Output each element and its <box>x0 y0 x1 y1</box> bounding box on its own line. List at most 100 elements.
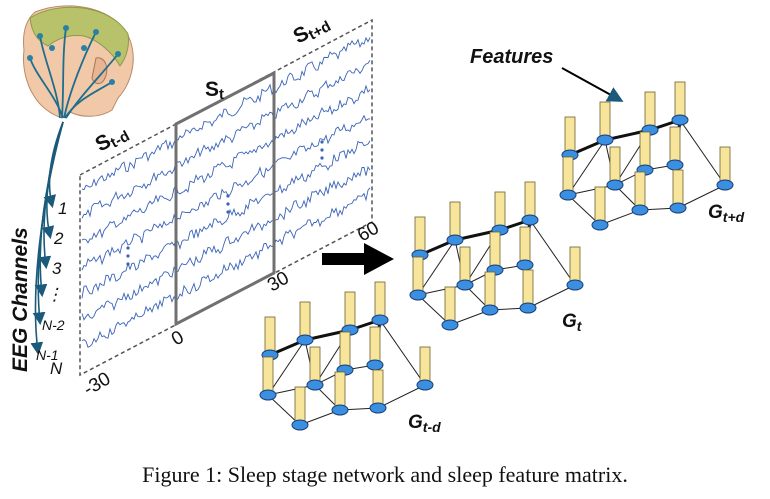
graph-node <box>716 179 734 191</box>
feature-bar <box>444 286 456 326</box>
eeg-trace <box>81 140 371 299</box>
graph-node <box>631 204 649 216</box>
feature-bar <box>369 326 381 366</box>
ear-shape <box>91 57 108 85</box>
time-tick-0: 0 <box>168 327 188 350</box>
feature-bar <box>264 316 276 356</box>
eeg-channels-label: EEG Channels <box>9 227 32 372</box>
graph-node <box>371 314 389 326</box>
graph-node <box>296 334 314 346</box>
feature-bar <box>309 346 321 386</box>
eeg-trace <box>81 36 371 191</box>
channel-number-labels: 1 2 3 ⋮ N-2 N-1N <box>36 199 67 378</box>
graph-edge <box>679 119 726 186</box>
graph-node <box>409 289 427 301</box>
feature-bar <box>569 246 581 286</box>
graph-edge <box>567 139 606 196</box>
head-illustration <box>23 5 134 119</box>
graph-node <box>606 179 624 191</box>
graph-node <box>566 279 584 291</box>
graph-node <box>596 134 614 146</box>
graph-node <box>331 404 349 416</box>
electrodes <box>27 25 121 85</box>
graph-label-gt-d: Gt-d <box>408 412 441 435</box>
feature-bar <box>374 281 386 321</box>
feature-bar <box>719 146 731 186</box>
channel-number-1: 1 <box>58 199 67 218</box>
graph-node <box>559 189 577 201</box>
feature-bar <box>674 81 686 121</box>
channel-number-6: N-1 <box>36 347 59 363</box>
figure-caption: Figure 1: Sleep stage network and sleep … <box>142 462 628 487</box>
feature-bar <box>564 116 576 156</box>
feature-bar <box>372 369 384 409</box>
graph-label-gt-plus-d: Gt+d <box>708 202 745 225</box>
graph-node <box>519 302 537 314</box>
feature-bar <box>522 269 534 309</box>
feature-bar <box>494 191 506 231</box>
hair-shape <box>29 6 129 67</box>
feature-bar <box>609 146 621 186</box>
graph-node <box>291 419 309 431</box>
graph-node <box>446 234 464 246</box>
feature-bar <box>262 356 274 396</box>
feature-bar <box>484 271 496 311</box>
graph-edge <box>527 284 576 309</box>
eeg-signal-panel <box>79 18 373 377</box>
channel-arrows <box>30 121 64 356</box>
graph-node <box>369 402 387 414</box>
graph-edge <box>529 219 576 286</box>
segment-label-st: St <box>205 78 224 103</box>
channel-number-5: N-2 <box>42 317 65 333</box>
feature-bar <box>419 346 431 386</box>
graph-edge <box>379 319 426 386</box>
graph-node <box>671 114 689 126</box>
eeg-trace <box>81 187 371 348</box>
features-label: Features <box>470 46 553 68</box>
feature-bar <box>414 216 426 256</box>
eeg-trace <box>81 84 371 244</box>
channel-number-3: 3 <box>52 259 62 278</box>
graph-node <box>666 159 684 171</box>
eeg-waveforms <box>81 36 371 348</box>
feature-bar <box>669 126 681 166</box>
eeg-trace <box>81 165 371 321</box>
feature-bar <box>344 291 356 331</box>
feature-bar <box>524 181 536 221</box>
graph-node <box>306 379 324 391</box>
electrode-wires <box>29 27 119 119</box>
graph-node <box>441 319 459 331</box>
channel-number-4: ⋮ <box>46 285 63 304</box>
feature-bar <box>639 131 651 171</box>
graph-node <box>516 259 534 271</box>
feature-bar <box>489 231 501 271</box>
graph-edge <box>267 339 306 396</box>
feature-bar <box>599 101 611 141</box>
vertical-ellipsis-dots <box>126 140 324 266</box>
graph-label-gt: Gt <box>562 311 583 334</box>
feature-bar <box>339 331 351 371</box>
graph-node <box>416 379 434 391</box>
features-pointer-arrow <box>561 67 624 102</box>
channel-number-7: N <box>50 359 63 378</box>
graph-edge <box>417 239 456 296</box>
feature-bar <box>519 226 531 266</box>
graph-node <box>366 359 384 371</box>
graph-node <box>481 304 499 316</box>
graph-node <box>521 214 539 226</box>
graph-edge <box>677 184 726 209</box>
graph-node <box>591 219 609 231</box>
graph-node <box>669 202 687 214</box>
segment-st-frame <box>174 70 276 327</box>
feature-bar <box>644 91 656 131</box>
eeg-trace <box>81 114 371 271</box>
graph-0 <box>259 281 434 431</box>
eeg-trace <box>81 59 371 219</box>
graph-1 <box>409 181 584 331</box>
graph-edge <box>377 384 426 409</box>
feature-bar <box>294 386 306 426</box>
feature-bar <box>562 156 574 196</box>
feature-bar <box>672 169 684 209</box>
transform-arrow <box>322 243 394 275</box>
